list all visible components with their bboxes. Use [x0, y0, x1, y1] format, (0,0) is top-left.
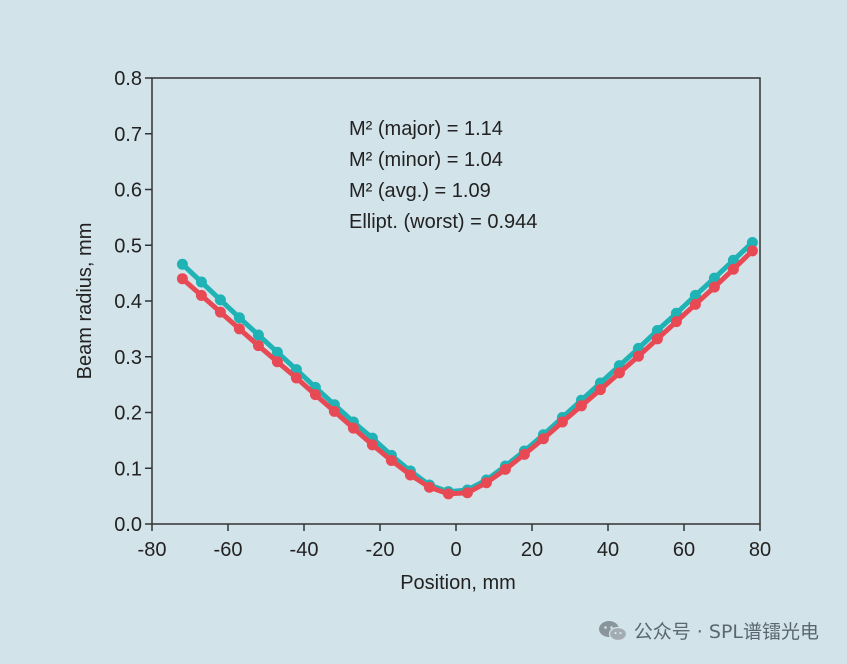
data-point: [746, 236, 758, 248]
x-tick-label: 60: [673, 539, 695, 561]
data-point: [708, 272, 720, 284]
data-point: [366, 439, 378, 451]
x-tick-label: -40: [290, 539, 319, 561]
x-tick-label: -20: [366, 539, 395, 561]
data-point: [727, 254, 739, 266]
watermark: 公众号 · SPL谱镭光电: [598, 617, 819, 644]
data-point: [442, 488, 454, 500]
data-point: [423, 481, 435, 493]
data-point: [461, 487, 473, 499]
data-point: [518, 448, 530, 460]
y-axis-ticks: 0.0 0.1 0.2 0.3 0.4 0.5 0.6 0.7 0.8: [114, 68, 152, 536]
data-point: [385, 454, 397, 466]
data-point: [480, 477, 492, 489]
plot-frame: [151, 77, 761, 525]
series-layer: [176, 236, 758, 500]
y-tick-label: 0.7: [114, 124, 142, 146]
x-axis-ticks: -80 -60 -40 -20 0 20 40 60 80: [138, 524, 771, 561]
data-point: [347, 422, 359, 434]
data-point: [309, 389, 321, 401]
data-point: [537, 433, 549, 445]
x-tick-label: 20: [521, 539, 543, 561]
series-2: [176, 245, 758, 500]
y-tick-label: 0.3: [114, 347, 142, 369]
data-point: [575, 400, 587, 412]
wechat-icon: [598, 620, 627, 641]
y-tick-label: 0.8: [114, 68, 142, 90]
data-point: [746, 245, 758, 257]
data-point: [613, 367, 625, 379]
data-point: [689, 298, 701, 310]
data-point: [404, 469, 416, 481]
annotation-block: M² (major) = 1.14 M² (minor) = 1.04 M² (av…: [349, 118, 537, 233]
x-tick-label: 80: [749, 539, 771, 561]
data-point: [233, 323, 245, 335]
series-line: [179, 248, 755, 497]
data-point: [594, 384, 606, 396]
data-point: [176, 258, 188, 270]
data-point: [670, 316, 682, 328]
data-point: [499, 463, 511, 475]
data-point: [176, 273, 188, 285]
data-point: [271, 346, 283, 358]
series-1: [176, 236, 758, 498]
data-point: [632, 350, 644, 362]
data-point: [290, 372, 302, 384]
annotation-line: M² (minor) = 1.04: [349, 149, 503, 171]
annotation-line: M² (avg.) = 1.09: [349, 180, 491, 202]
data-point: [252, 329, 264, 341]
x-tick-label: -80: [138, 539, 167, 561]
y-tick-label: 0.6: [114, 180, 142, 202]
data-point: [727, 263, 739, 275]
y-tick-label: 0.1: [114, 458, 142, 480]
x-tick-label: -60: [214, 539, 243, 561]
y-tick-label: 0.4: [114, 291, 142, 313]
data-point: [556, 416, 568, 428]
x-tick-label: 40: [597, 539, 619, 561]
y-tick-label: 0.5: [114, 235, 142, 257]
y-tick-label: 0.0: [114, 514, 142, 536]
x-axis-title: Position, mm: [400, 572, 516, 594]
data-point: [214, 306, 226, 318]
data-point: [214, 294, 226, 306]
data-point: [252, 340, 264, 352]
data-point: [689, 289, 701, 301]
x-tick-label: 0: [450, 539, 461, 561]
annotation-line: Ellipt. (worst) = 0.944: [349, 211, 537, 233]
data-point: [271, 356, 283, 368]
data-point: [195, 289, 207, 301]
data-point: [233, 312, 245, 324]
data-point: [328, 405, 340, 417]
data-point: [708, 281, 720, 293]
watermark-text: 公众号 · SPL谱镭光电: [633, 621, 819, 643]
y-axis-title: Beam radius, mm: [74, 223, 96, 380]
data-point: [195, 276, 207, 288]
y-tick-label: 0.2: [114, 403, 142, 425]
data-point: [651, 333, 663, 345]
annotation-line: M² (major) = 1.14: [349, 118, 503, 140]
series-line: [179, 240, 755, 495]
